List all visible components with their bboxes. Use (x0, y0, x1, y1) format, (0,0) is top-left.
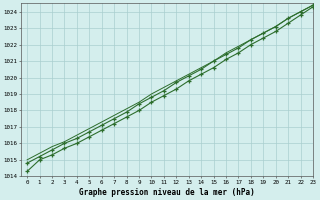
X-axis label: Graphe pression niveau de la mer (hPa): Graphe pression niveau de la mer (hPa) (79, 188, 255, 197)
